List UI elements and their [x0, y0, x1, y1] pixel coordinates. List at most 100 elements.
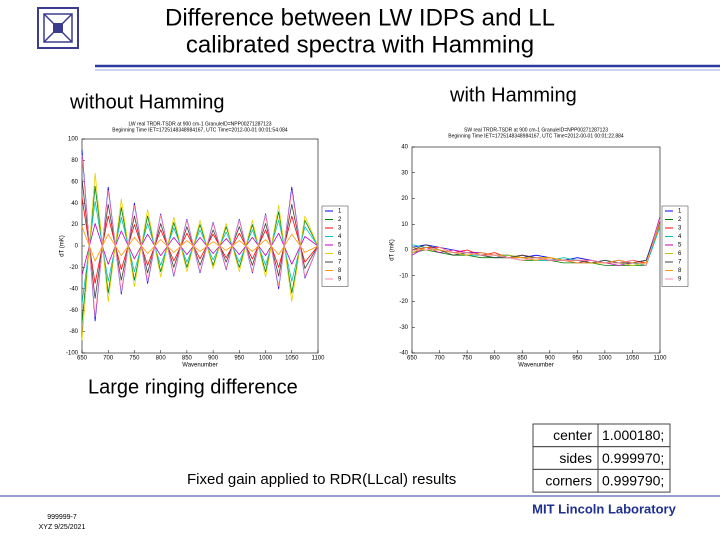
chart: LW real TRDR-TSDR at 900 cm-1 GranuleID=…: [60, 121, 349, 369]
x-tick-label: 700: [435, 356, 446, 362]
x-axis-label: Wavenumber: [518, 363, 553, 369]
logo: [37, 7, 79, 49]
series-line: [81, 154, 319, 317]
footer-org: MIT Lincoln Laboratory: [532, 501, 676, 516]
y-tick-label: 40: [401, 145, 408, 151]
x-tick-label: 900: [208, 356, 219, 362]
table-cell: [597, 468, 671, 493]
y-axis-label: dT (mK): [390, 239, 396, 261]
legend-label: 7: [338, 260, 342, 266]
legend-label: 9: [678, 277, 682, 283]
legend-label: 3: [678, 226, 682, 232]
chart-header: Beginning Time IET=1725148348984167, UTC…: [112, 127, 288, 133]
footer-date: XYZ 9/25/2021: [39, 524, 86, 531]
x-tick-label: 650: [77, 356, 88, 362]
y-tick-label: 20: [401, 196, 408, 202]
legend-label: 6: [338, 251, 342, 257]
y-tick-label: -40: [69, 286, 78, 292]
y-tick-label: 0: [75, 244, 79, 250]
legend-label: 5: [678, 243, 682, 249]
y-axis-label: dT (mK): [60, 235, 66, 257]
y-tick-label: 80: [71, 158, 78, 164]
legend-label: 6: [678, 251, 682, 257]
title-line: calibrated spectra with Hamming: [186, 31, 534, 58]
y-tick-label: 40: [71, 201, 78, 207]
right-heading: with Hamming: [449, 84, 577, 106]
series-line: [81, 178, 319, 299]
x-tick-label: 1050: [626, 356, 640, 362]
y-tick-label: -80: [69, 329, 78, 335]
series-line: [81, 226, 319, 262]
y-tick-label: -100: [66, 351, 79, 357]
y-tick-label: 10: [401, 222, 408, 228]
table-value: 0.999790;: [602, 472, 664, 488]
legend-label: 3: [338, 226, 342, 232]
chart-header: Beginning Time IET=1725148348984167, UTC…: [448, 133, 624, 139]
series-line: [81, 197, 319, 284]
y-tick-label: -10: [399, 273, 408, 279]
plot-area: [81, 138, 319, 354]
x-tick-label: 850: [182, 356, 193, 362]
legend-label: 8: [678, 268, 682, 274]
x-tick-label: 750: [462, 356, 473, 362]
x-tick-label: 1000: [598, 356, 612, 362]
y-tick-label: 100: [68, 137, 79, 143]
x-tick-label: 1100: [654, 356, 668, 362]
caption: Fixed gain applied to RDR(LLcal) results: [187, 471, 456, 488]
x-tick-label: 900: [545, 356, 556, 362]
legend-label: 2: [338, 217, 342, 223]
legend-label: 5: [338, 243, 342, 249]
legend-label: 1: [678, 209, 682, 215]
legend-label: 8: [338, 268, 342, 274]
legend-label: 7: [678, 260, 682, 266]
series-line: [81, 149, 319, 322]
y-tick-label: 30: [401, 170, 408, 176]
x-tick-label: 750: [129, 356, 140, 362]
table-value: 0.999970;: [602, 450, 664, 466]
chart-header: SW real TRDR-TSDR at 900 cm-1 GranuleID=…: [464, 127, 608, 133]
series-line: [81, 172, 319, 341]
legend-label: 1: [338, 209, 342, 215]
note: Large ringing difference: [88, 376, 298, 398]
legend-label: 4: [338, 234, 342, 240]
table-value: 1.000180;: [602, 427, 664, 443]
x-tick-label: 950: [234, 356, 245, 362]
x-tick-label: 650: [407, 356, 418, 362]
x-tick-label: 700: [103, 356, 114, 362]
x-tick-label: 1050: [285, 356, 299, 362]
series-line: [81, 200, 319, 304]
legend-label: 4: [678, 234, 682, 240]
x-tick-label: 1100: [312, 356, 326, 362]
x-tick-label: 950: [572, 356, 583, 362]
legend-label: 9: [338, 277, 342, 283]
series-line: [412, 218, 661, 266]
footer-id: 999999-7: [47, 514, 77, 521]
x-tick-label: 800: [490, 356, 501, 362]
y-tick-label: 0: [405, 248, 409, 254]
table-label: corners: [545, 472, 592, 488]
x-axis-label: Wavenumber: [182, 363, 217, 369]
legend-box: [321, 205, 349, 287]
chart-header: LW real TRDR-TSDR at 900 cm-1 GranuleID=…: [128, 121, 271, 127]
table: center 1.000180; sides 0.999970; corners 0.99…: [532, 423, 671, 493]
y-tick-label: -30: [399, 325, 408, 331]
y-tick-label: -40: [399, 351, 408, 357]
x-tick-label: 800: [156, 356, 167, 362]
y-tick-label: -60: [69, 308, 78, 314]
table-label: center: [553, 427, 592, 443]
y-tick-label: -20: [69, 265, 78, 271]
x-tick-label: 850: [517, 356, 528, 362]
title-line: Difference between LW IDPS and LL: [165, 4, 555, 31]
y-tick-label: 60: [71, 179, 78, 185]
y-tick-label: 20: [71, 222, 78, 228]
series-line: [81, 223, 319, 275]
y-tick-label: -20: [399, 299, 408, 305]
plot-area: [411, 146, 661, 354]
left-heading: without Hamming: [69, 91, 225, 113]
legend-label: 2: [678, 217, 682, 223]
series-line: [81, 185, 319, 324]
chart: SW real TRDR-TSDR at 900 cm-1 GranuleID=…: [390, 127, 689, 369]
x-tick-label: 1000: [259, 356, 273, 362]
table-label: sides: [559, 450, 592, 466]
